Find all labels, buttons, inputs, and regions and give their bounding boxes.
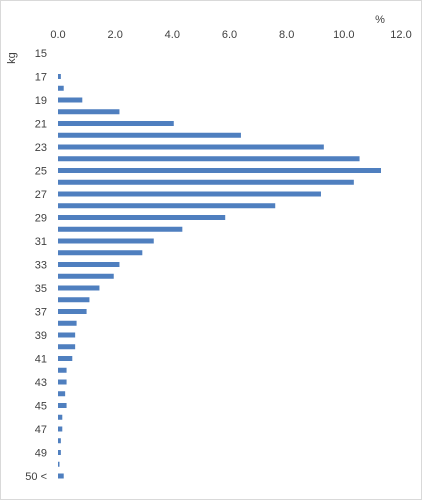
x-tick-labels: 0.0 2.0 4.0 6.0 8.0 10.0 12.0 [50,29,411,41]
bar-23 [58,144,324,150]
y-tick-label: 25 [35,166,47,178]
y-axis-unit-label: kg [6,52,18,64]
y-tick-label: 31 [35,236,47,248]
bar-20 [58,109,120,115]
x-tick-label: 10.0 [333,29,354,41]
bar-22 [58,132,241,138]
bar-49 [58,450,61,455]
bar-29 [58,215,226,220]
bar-32 [58,250,143,256]
bar-19 [58,97,83,103]
bar-25 [58,168,381,173]
bar-27 [58,191,321,197]
x-tick-label: 8.0 [279,29,294,41]
bar-21 [58,121,174,126]
bar-50-plus [58,473,64,479]
bar-31 [58,238,154,244]
bar-43 [58,379,67,385]
y-tick-label: 29 [35,213,47,225]
bar-48 [58,438,61,444]
bar-46 [58,414,63,420]
y-tick-label: 45 [35,401,47,413]
bar-26 [58,179,354,185]
bar-41 [58,356,73,361]
bar-30 [58,226,183,232]
bars [58,74,381,479]
y-tick-label: 49 [35,448,47,460]
y-tick-label: 23 [35,142,47,154]
bar-45 [58,403,67,408]
y-tick-label: 21 [35,119,47,131]
y-tick-label: 15 [35,48,47,60]
y-tick-label: 19 [35,95,47,107]
y-tick-label: 39 [35,330,47,342]
y-tick-label: 33 [35,260,47,272]
y-tick-label: 50 < [25,471,47,483]
bar-39 [58,332,76,338]
bar-44 [58,391,66,397]
y-tick-label: 35 [35,283,47,295]
y-tick-labels: 15 17 19 21 23 25 27 29 31 33 35 37 39 41 43 45 47 49 50 < [25,48,47,483]
bar-47 [58,426,63,432]
bar-40 [58,344,76,350]
bar-37 [58,309,87,314]
bar-18 [58,85,64,91]
bar-38 [58,320,77,326]
bar-24 [58,156,360,162]
x-tick-label: 0.0 [50,29,65,41]
bar-36 [58,297,90,303]
y-tick-label: 43 [35,377,47,389]
bar-42 [58,367,67,373]
x-tick-label: 2.0 [108,29,123,41]
y-tick-label: 41 [35,354,47,366]
y-tick-label: 27 [35,189,47,201]
bar-35 [58,285,100,291]
y-tick-label: 37 [35,307,47,319]
x-tick-label: 4.0 [165,29,180,41]
bar-17 [58,74,61,79]
x-tick-label: 6.0 [222,29,237,41]
bar-50 [58,461,60,467]
bar-28 [58,203,276,209]
bar-34 [58,273,114,279]
y-tick-label: 17 [35,72,47,84]
y-tick-label: 47 [35,424,47,436]
x-axis-unit-label: % [375,14,385,26]
bar-33 [58,262,120,267]
x-tick-label: 12.0 [390,29,411,41]
